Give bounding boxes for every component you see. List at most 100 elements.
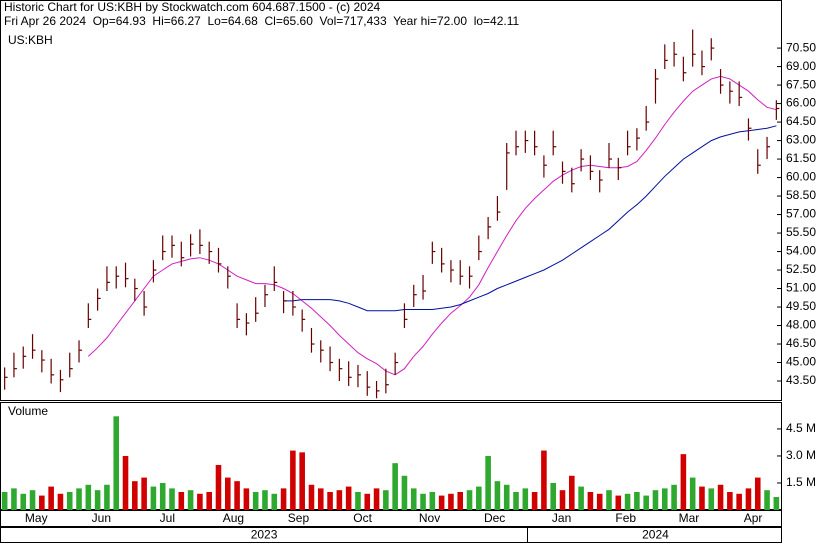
moving-average-line <box>283 125 777 312</box>
volume-bar <box>727 491 733 510</box>
volume-bar <box>596 493 603 510</box>
volume-bar <box>178 491 185 510</box>
volume-bar <box>754 477 761 510</box>
volume-bar <box>652 490 659 510</box>
volume-bar <box>39 495 45 510</box>
volume-bar <box>336 490 343 510</box>
chart-title: Historic Chart for US:KBH by Stockwatch.… <box>4 0 380 14</box>
volume-bar <box>48 486 54 510</box>
x-tick-label: Aug <box>223 511 244 525</box>
volume-bar <box>243 488 250 510</box>
y-tick-label: 69.00 <box>786 59 816 73</box>
volume-bar <box>503 484 510 510</box>
x-tick-label: Nov <box>419 511 440 525</box>
y-tick-label: 64.50 <box>786 114 816 128</box>
volume-bar <box>624 493 631 510</box>
x-tick-label: May <box>25 511 48 525</box>
x-tick-label: Dec <box>484 511 505 525</box>
volume-bar <box>671 484 677 510</box>
volume-bar <box>587 491 594 510</box>
y-tick-label: 66.00 <box>786 96 816 110</box>
volume-bar <box>113 416 120 510</box>
volume-bar <box>717 484 724 510</box>
volume-panel <box>0 402 782 510</box>
volume-bar <box>234 481 240 510</box>
volume-bar <box>457 491 464 510</box>
volume-label: Volume <box>8 404 48 418</box>
volume-bar <box>699 486 705 510</box>
volume-bar <box>634 491 640 510</box>
volume-bar <box>85 484 92 510</box>
volume-bar <box>355 491 361 510</box>
x-tick-label: Sep <box>288 511 310 525</box>
volume-bar <box>308 484 315 510</box>
y-tick-label: 63.00 <box>786 133 816 147</box>
volume-bar <box>643 495 649 510</box>
volume-bar <box>569 475 575 510</box>
y-tick-label: 49.50 <box>786 299 816 313</box>
y-tick-label: 57.00 <box>786 207 816 221</box>
volume-bar <box>327 491 333 510</box>
volume-bar <box>401 475 408 510</box>
volume-bar <box>773 497 780 510</box>
volume-bar <box>438 495 445 510</box>
volume-bar <box>197 493 203 510</box>
volume-bar <box>280 488 287 510</box>
volume-bar <box>661 488 668 510</box>
volume-bar <box>104 484 110 510</box>
volume-bar <box>392 463 398 510</box>
chart-subtitle: Fri Apr 26 2024 Op=64.93 Hi=66.27 Lo=64.… <box>4 14 520 28</box>
volume-bar <box>522 488 529 510</box>
y-tick-label: 67.50 <box>786 77 816 91</box>
volume-bar <box>215 464 222 510</box>
volume-bar <box>364 493 371 510</box>
x-tick-label: Jun <box>92 511 111 525</box>
volume-bar <box>94 490 101 510</box>
volume-bar <box>708 488 715 510</box>
volume-bar <box>206 491 212 510</box>
volume-bar <box>689 477 696 510</box>
volume-bar <box>252 491 259 510</box>
volume-bar <box>76 488 82 510</box>
volume-bar <box>225 477 231 510</box>
x-tick-label: Mar <box>679 511 700 525</box>
volume-bar <box>11 488 17 510</box>
y-tick-label: 4.5 M <box>786 421 816 435</box>
volume-bar <box>159 482 166 510</box>
volume-bar <box>317 488 324 510</box>
volume-bar <box>541 450 547 510</box>
y-tick-label: 58.50 <box>786 188 816 202</box>
volume-bar <box>20 493 27 510</box>
y-tick-label: 1.5 M <box>786 475 816 489</box>
volume-bar <box>420 493 426 510</box>
volume-bar <box>262 490 268 510</box>
x-tick-label: Oct <box>353 511 372 525</box>
y-tick-label: 48.00 <box>786 318 816 332</box>
volume-bar <box>559 490 566 510</box>
x-tick-label: Apr <box>744 511 763 525</box>
y-tick-label: 61.50 <box>786 151 816 165</box>
volume-bar <box>429 491 436 510</box>
price-panel <box>0 0 782 401</box>
y-tick-label: 45.00 <box>786 355 816 369</box>
volume-bar <box>448 493 454 510</box>
volume-bar <box>57 493 64 510</box>
volume-bar <box>764 490 770 510</box>
y-tick-label: 55.50 <box>786 225 816 239</box>
volume-bar <box>745 488 752 510</box>
volume-bar <box>680 454 687 510</box>
volume-bar <box>66 491 73 510</box>
volume-bar <box>606 490 612 510</box>
volume-bar <box>736 493 742 510</box>
volume-bar <box>290 450 296 510</box>
volume-bar <box>513 491 519 510</box>
x-tick-label: Jan <box>552 511 571 525</box>
volume-bar <box>485 455 491 510</box>
volume-bar <box>299 452 305 510</box>
volume-bar <box>578 486 584 510</box>
x-tick-label: Jul <box>160 511 175 525</box>
volume-bar <box>122 455 129 510</box>
volume-bar <box>345 486 352 510</box>
y-tick-label: 70.50 <box>786 40 816 54</box>
